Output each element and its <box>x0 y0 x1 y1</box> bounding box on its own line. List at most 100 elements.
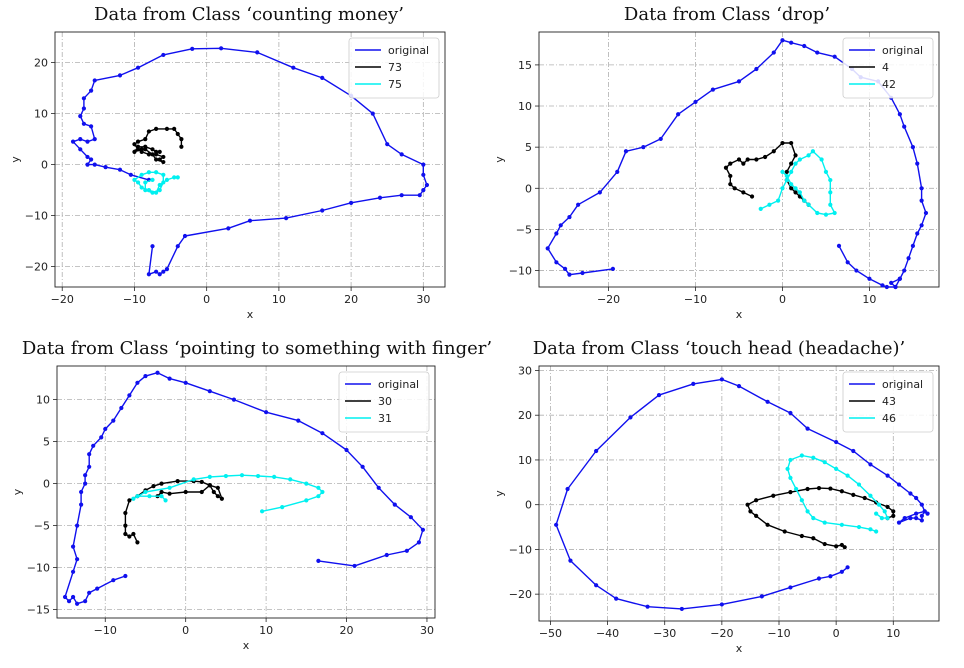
data-point <box>828 190 833 195</box>
x-tick-label: −10 <box>123 293 146 306</box>
data-point <box>802 43 807 49</box>
data-point <box>161 180 166 185</box>
x-axis-label: x <box>736 642 743 655</box>
data-point <box>87 464 92 469</box>
data-point <box>150 190 155 195</box>
data-point <box>908 491 913 496</box>
y-tick-label: 30 <box>518 364 532 377</box>
data-point <box>79 502 84 507</box>
data-point <box>320 489 325 495</box>
data-point <box>789 182 794 187</box>
data-point <box>914 516 919 521</box>
data-point <box>834 466 839 471</box>
data-point <box>919 502 924 507</box>
data-point <box>754 498 759 503</box>
data-point <box>815 50 820 55</box>
data-point <box>658 136 663 142</box>
data-point <box>159 481 164 486</box>
data-point <box>127 498 132 503</box>
data-point <box>255 473 261 479</box>
data-point <box>893 284 898 290</box>
data-point <box>316 485 321 490</box>
data-point <box>594 583 599 588</box>
data-point <box>95 586 100 591</box>
chart-panel-1: Data from Class ‘counting money’ −20 −10 0… <box>0 0 482 334</box>
data-point <box>424 182 430 188</box>
chart-title-4: Data from Class ‘touch head (headache)’ <box>532 338 906 359</box>
data-point <box>392 502 397 507</box>
data-point <box>146 272 151 277</box>
legend-label-73: 73 <box>388 61 402 74</box>
chart-title-2: Data from Class ‘drop’ <box>623 4 831 25</box>
data-point <box>99 435 104 440</box>
data-point <box>567 272 572 277</box>
x-tick-label: 30 <box>416 293 430 306</box>
data-point <box>736 157 742 162</box>
data-point <box>255 50 260 55</box>
data-point <box>139 147 144 152</box>
chart-svg-1: −20 −10 0 10 20 30 −20 −10 0 10 20 x y original 73 75 <box>9 31 446 321</box>
data-point <box>819 157 824 162</box>
data-point <box>789 169 794 174</box>
data-point <box>558 223 563 228</box>
data-point <box>159 489 164 495</box>
series-line-original <box>64 372 424 605</box>
data-point <box>191 477 196 482</box>
data-point <box>889 280 894 285</box>
data-point <box>748 509 753 514</box>
data-point <box>111 578 116 583</box>
data-point <box>175 478 180 484</box>
y-tick-label: 5 <box>525 141 532 154</box>
y-tick-label: −20 <box>509 588 532 601</box>
data-point <box>85 162 90 167</box>
data-point <box>856 482 862 487</box>
legend-label-42: 42 <box>882 78 896 91</box>
series-line-4 <box>725 142 810 206</box>
data-point <box>915 231 920 236</box>
data-point <box>789 140 794 146</box>
data-point <box>377 195 383 200</box>
data-point <box>797 190 802 195</box>
data-point <box>157 188 162 193</box>
data-point <box>284 216 289 221</box>
data-point <box>919 223 924 228</box>
data-point <box>891 509 896 514</box>
data-point <box>231 397 237 402</box>
data-point <box>554 231 559 236</box>
data-point <box>154 149 159 154</box>
chart-title-3: Data from Class ‘pointing to something w… <box>21 338 493 359</box>
y-tick-label: 20 <box>34 57 48 70</box>
data-point <box>154 190 159 195</box>
y-tick-label: −5 <box>34 520 50 533</box>
data-point <box>754 157 759 162</box>
legend-label-31: 31 <box>378 412 392 425</box>
y-tick-label: 0 <box>525 182 532 195</box>
data-point <box>719 377 724 382</box>
data-point <box>87 590 92 595</box>
data-point <box>150 244 155 249</box>
data-point <box>919 186 924 191</box>
data-point <box>811 516 816 521</box>
y-tick-label: 10 <box>518 454 532 467</box>
data-point <box>89 88 94 93</box>
data-point <box>215 494 220 499</box>
data-point <box>784 177 789 183</box>
data-point <box>789 161 794 166</box>
data-point <box>839 569 844 574</box>
data-point <box>736 79 742 84</box>
data-point <box>199 479 204 485</box>
y-tick-label: −20 <box>25 261 48 274</box>
data-point <box>416 540 422 545</box>
data-point <box>280 505 285 510</box>
data-point <box>922 509 927 514</box>
data-point <box>272 474 277 479</box>
data-point <box>823 169 829 174</box>
data-point <box>370 111 375 116</box>
data-point <box>885 473 890 478</box>
y-tick-label: 10 <box>36 394 50 407</box>
data-point <box>771 493 776 498</box>
data-point <box>159 494 164 499</box>
data-point <box>150 177 155 182</box>
data-point <box>925 511 930 516</box>
x-tick-label: 0 <box>182 624 189 637</box>
